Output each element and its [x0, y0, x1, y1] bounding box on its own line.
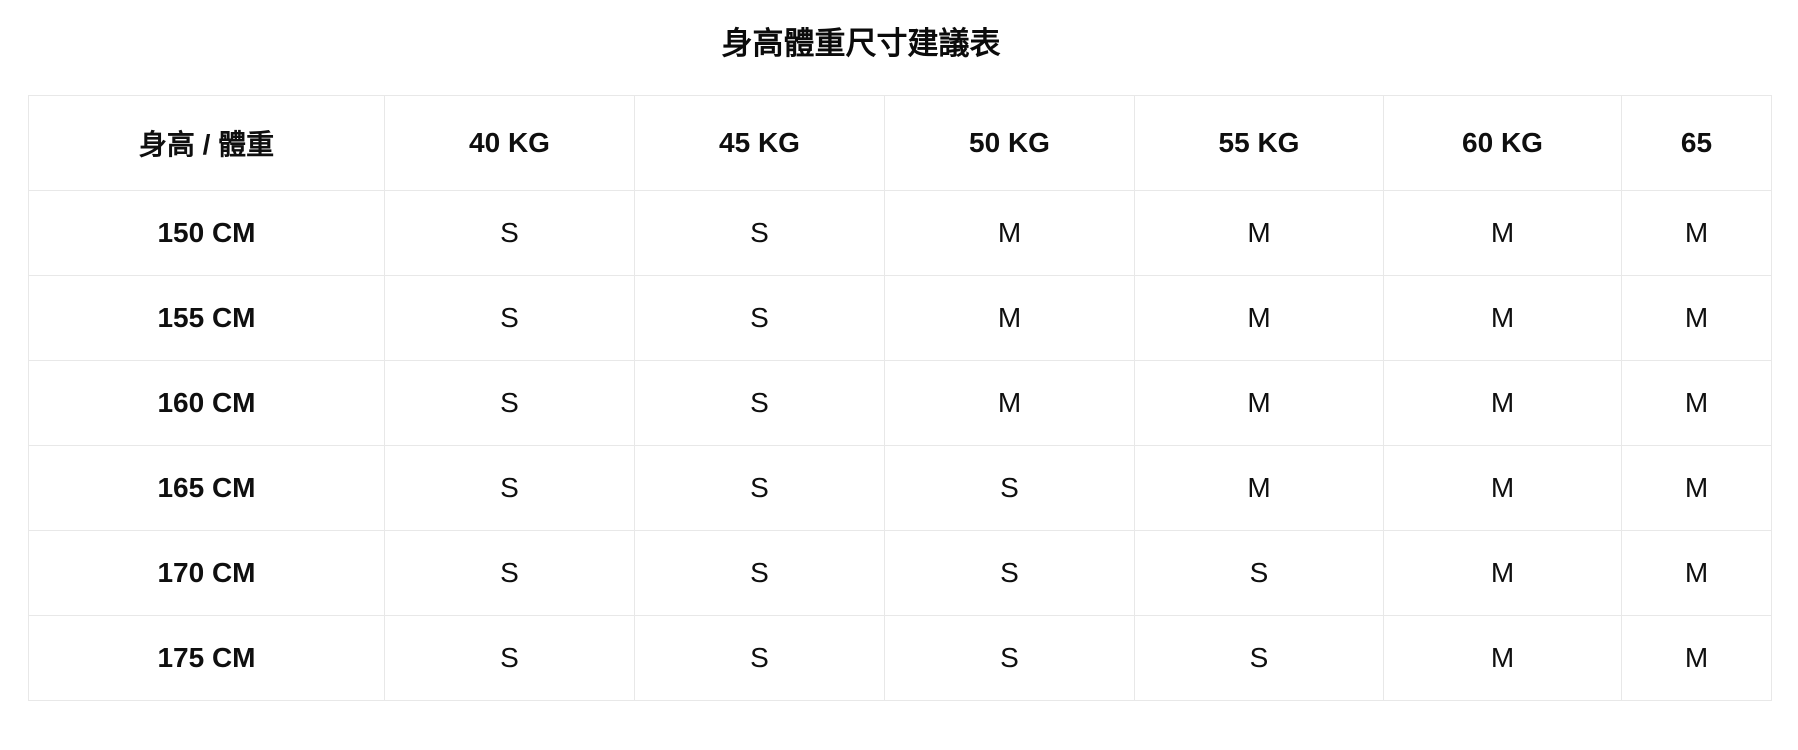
corner-header-height-weight: 身高 / 體重 [28, 95, 385, 191]
table-row-170cm: 170 CM S S S S M M [28, 530, 1772, 616]
column-header-40kg: 40 KG [384, 95, 635, 191]
size-cell: M [1134, 275, 1384, 361]
size-cell: M [1383, 530, 1622, 616]
size-cell: S [634, 615, 885, 701]
size-cell: S [384, 275, 635, 361]
size-cell: M [1383, 275, 1622, 361]
row-header-150cm: 150 CM [28, 190, 385, 276]
size-cell: M [1621, 190, 1772, 276]
size-cell: M [1383, 360, 1622, 446]
size-cell: M [1621, 360, 1772, 446]
size-cell: S [1134, 615, 1384, 701]
page-title: 身高體重尺寸建議表 [721, 26, 1001, 61]
size-chart-table: 身高 / 體重 40 KG 45 KG 50 KG 55 KG 60 KG 65… [28, 95, 1772, 701]
column-header-55kg: 55 KG [1134, 95, 1384, 191]
size-chart-header-row: 身高 / 體重 40 KG 45 KG 50 KG 55 KG 60 KG 65 [28, 95, 1772, 191]
column-header-50kg: 50 KG [884, 95, 1135, 191]
column-header-65: 65 [1621, 95, 1772, 191]
size-cell: S [1134, 530, 1384, 616]
size-cell: M [1621, 615, 1772, 701]
row-header-170cm: 170 CM [28, 530, 385, 616]
size-cell: S [634, 530, 885, 616]
size-cell: S [634, 275, 885, 361]
size-cell: M [884, 275, 1135, 361]
table-row-155cm: 155 CM S S M M M M [28, 275, 1772, 361]
size-cell: S [384, 190, 635, 276]
size-cell: M [1134, 445, 1384, 531]
size-cell: M [1621, 530, 1772, 616]
size-cell: M [1383, 190, 1622, 276]
size-cell: S [884, 615, 1135, 701]
size-cell: S [384, 360, 635, 446]
table-row-160cm: 160 CM S S M M M M [28, 360, 1772, 446]
size-cell: S [884, 530, 1135, 616]
size-cell: S [634, 190, 885, 276]
size-cell: M [1134, 190, 1384, 276]
size-cell: S [634, 445, 885, 531]
table-row-150cm: 150 CM S S M M M M [28, 190, 1772, 276]
row-header-155cm: 155 CM [28, 275, 385, 361]
size-cell: M [1621, 445, 1772, 531]
row-header-160cm: 160 CM [28, 360, 385, 446]
size-cell: S [384, 445, 635, 531]
size-cell: S [634, 360, 885, 446]
size-cell: S [384, 530, 635, 616]
row-header-175cm: 175 CM [28, 615, 385, 701]
size-cell: M [884, 190, 1135, 276]
size-cell: M [1383, 615, 1622, 701]
size-cell: M [1134, 360, 1384, 446]
table-row-175cm: 175 CM S S S S M M [28, 615, 1772, 701]
size-cell: M [1383, 445, 1622, 531]
size-cell: S [884, 445, 1135, 531]
size-cell: M [1621, 275, 1772, 361]
column-header-45kg: 45 KG [634, 95, 885, 191]
column-header-60kg: 60 KG [1383, 95, 1622, 191]
size-cell: S [384, 615, 635, 701]
size-cell: M [884, 360, 1135, 446]
row-header-165cm: 165 CM [28, 445, 385, 531]
table-row-165cm: 165 CM S S S M M M [28, 445, 1772, 531]
